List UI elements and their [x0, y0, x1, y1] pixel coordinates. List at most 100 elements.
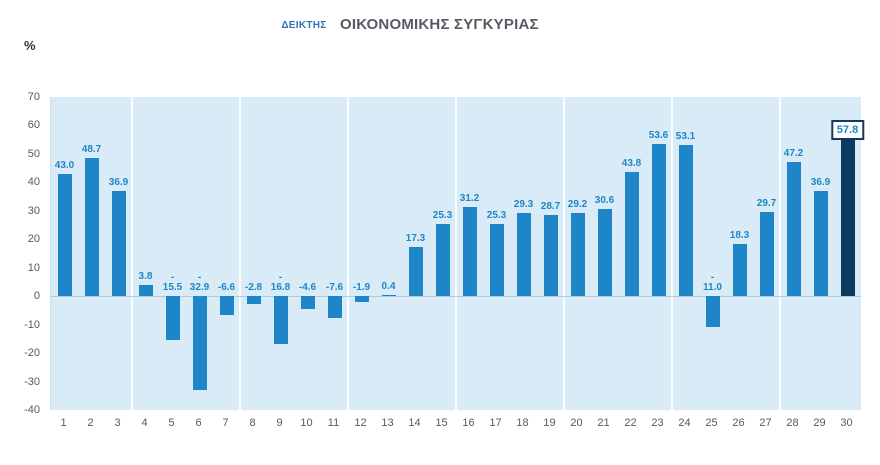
x-axis-tick-label: 17 [489, 417, 502, 429]
bar-slot: 29.3 [510, 97, 537, 410]
x-axis-tick-label: 25 [705, 417, 718, 429]
bar-value-label: 28.7 [540, 200, 561, 212]
bar [84, 157, 99, 297]
bar [759, 211, 774, 297]
x-axis-tick-label: 13 [381, 417, 394, 429]
bar-slot: 36.9 [807, 97, 834, 410]
bar-value-label: 17.3 [405, 232, 426, 244]
bar [138, 285, 153, 297]
bar-slot: -1.9 [348, 97, 375, 410]
x-axis-tick-label: 19 [543, 417, 556, 429]
bar-slot: -6.6 [213, 97, 240, 410]
bar-value-label: 29.3 [513, 198, 534, 210]
bar [327, 296, 342, 318]
bar [165, 296, 180, 341]
bar-highlighted [840, 131, 855, 297]
y-axis-tick-label: 20 [27, 233, 40, 246]
bar-slot: -32.9 [186, 97, 213, 410]
bar [273, 296, 288, 344]
bar-slot: 48.7 [78, 97, 105, 410]
x-axis-tick-label: 2 [87, 417, 94, 429]
bar-slot: 29.2 [564, 97, 591, 410]
bar-slot: 0.4 [375, 97, 402, 410]
bar-slot: 36.9 [105, 97, 132, 410]
bar [354, 296, 369, 302]
bar-slot: -11.0 [699, 97, 726, 410]
x-axis-tick-label: 11 [327, 417, 340, 429]
bar [57, 173, 72, 297]
x-axis-tick-label: 30 [840, 417, 853, 429]
bar-value-label: 47.2 [783, 147, 804, 159]
bar-value-label: 3.8 [138, 271, 153, 283]
y-axis-tick-label: 70 [27, 91, 40, 103]
y-axis-tick-label: 40 [27, 176, 40, 189]
bar-value-label: -6.6 [217, 282, 236, 294]
bar-value-label: -1.9 [352, 282, 371, 294]
bar-value-label: 30.6 [594, 195, 615, 207]
bar-slot: 18.3 [726, 97, 753, 410]
bar-value-label: 36.9 [810, 177, 831, 189]
bar-value-label: 57.8 [830, 119, 865, 140]
bar-value-label: 53.6 [648, 129, 669, 141]
bar [381, 295, 396, 297]
y-axis-tick-label: -30 [24, 375, 40, 388]
x-axis-tick-label: 14 [408, 417, 421, 429]
x-axis-tick-label: 1 [60, 417, 67, 429]
bar-value-label: 43.8 [621, 157, 642, 169]
bar-slot: -16.8 [267, 97, 294, 410]
bar [786, 161, 801, 297]
bar-slot: 28.7 [537, 97, 564, 410]
bar [489, 224, 504, 297]
bar [219, 296, 234, 315]
bar-slot: 43.8 [618, 97, 645, 410]
bar-value-label: -2.8 [244, 282, 263, 294]
chart-title-prefix: ΔΕΙΚΤΗΣ [281, 20, 327, 31]
bar [462, 207, 477, 297]
x-axis-tick-label: 29 [813, 417, 826, 429]
y-axis-unit-label: % [24, 38, 36, 53]
y-axis-tick-label: -10 [24, 318, 40, 331]
bar-value-label: 29.7 [756, 197, 777, 209]
bar-value-label: -15.5 [162, 272, 183, 294]
x-axis-tick-label: 28 [786, 417, 799, 429]
bar-slot: 30.6 [591, 97, 618, 410]
bar-value-label: -7.6 [325, 282, 344, 294]
x-axis-tick-label: 10 [300, 417, 313, 429]
x-axis-tick-label: 20 [570, 417, 583, 429]
bar [678, 145, 693, 297]
bar-slot: 47.2 [780, 97, 807, 410]
x-axis-tick-label: 6 [195, 417, 202, 429]
bar-slot: 57.8 [830, 97, 865, 410]
x-axis-tick-label: 12 [354, 417, 367, 429]
chart-title-main: ΟΙΚΟΝΟΜΙΚΗΣ ΣΥΓΚΥΡΙΑΣ [339, 16, 539, 33]
plot-area: 43.0 48.7 36.9 3.8 -15.5 -32.9 -6.6 -2.8 -16.8 -4… [50, 97, 865, 410]
x-axis-tick-label: 4 [141, 417, 148, 429]
bar-slot: 53.6 [645, 97, 672, 410]
bar-slot: -2.8 [240, 97, 267, 410]
x-axis-tick-label: 22 [624, 417, 637, 429]
bar [300, 296, 315, 310]
bar-value-label: -16.8 [270, 272, 291, 294]
bar-slot: -15.5 [159, 97, 186, 410]
x-axis-tick-label: 8 [249, 417, 256, 429]
bar [192, 296, 207, 390]
bar-slot: 53.1 [672, 97, 699, 410]
bar-value-label: 25.3 [432, 210, 453, 222]
bar-value-label: 48.7 [81, 143, 102, 155]
bar-slot: 17.3 [402, 97, 429, 410]
bar [570, 213, 585, 297]
x-axis-tick-label: 15 [435, 417, 448, 429]
x-axis-tick-label: 26 [732, 417, 745, 429]
bar-slot: 25.3 [483, 97, 510, 410]
y-axis-tick-label: 50 [27, 147, 40, 160]
bar-value-label: -32.9 [189, 272, 210, 294]
bar-value-label: 18.3 [729, 230, 750, 242]
x-axis-tick-label: 21 [597, 417, 610, 429]
bar [435, 224, 450, 297]
bar-value-label: -11.0 [703, 272, 722, 294]
bar [246, 296, 261, 305]
bar-slot: -7.6 [321, 97, 348, 410]
x-axis-tick-label: 5 [168, 417, 175, 429]
bar-slot: 25.3 [429, 97, 456, 410]
